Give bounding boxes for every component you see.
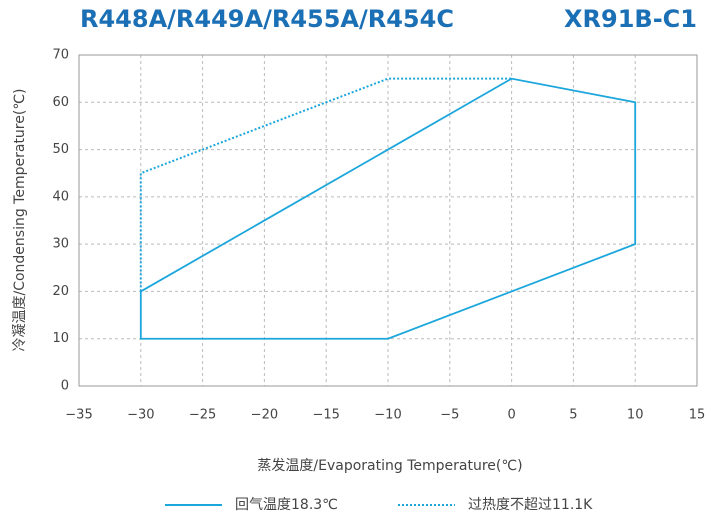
y-tick-label: 10 <box>52 331 69 346</box>
x-tick-label: −25 <box>189 408 216 423</box>
x-tick-label: 5 <box>569 408 577 423</box>
legend-label: 过热度不超过11.1K <box>468 497 593 513</box>
y-tick-label: 0 <box>61 379 69 394</box>
y-tick-label: 20 <box>52 284 69 299</box>
x-tick-label: −15 <box>312 408 339 423</box>
x-tick-label: −30 <box>127 408 154 423</box>
x-tick-label: −5 <box>440 408 459 423</box>
plot-frame <box>78 54 698 387</box>
x-tick-label: −20 <box>251 408 278 423</box>
y-tick-label: 40 <box>52 189 69 204</box>
x-tick-label: −35 <box>65 408 92 423</box>
x-tick-label: 0 <box>507 408 515 423</box>
y-tick-label: 70 <box>52 48 69 63</box>
chart-subtitle: XR91B-C1 <box>564 5 697 33</box>
x-tick-label: 10 <box>627 408 644 423</box>
series-line <box>139 77 637 340</box>
y-axis-label: 冷凝温度/Condensing Temperature(℃) <box>12 88 28 351</box>
series-line <box>139 77 512 292</box>
x-axis-label: 蒸发温度/Evaporating Temperature(℃) <box>257 458 522 474</box>
legend-label: 回气温度18.3℃ <box>235 497 338 513</box>
y-tick-label: 50 <box>52 142 69 157</box>
x-tick-label: −10 <box>374 408 401 423</box>
x-tick-label: 15 <box>689 408 706 423</box>
chart-title: R448A/R449A/R455A/R454C <box>80 5 454 33</box>
y-tick-label: 30 <box>52 237 69 252</box>
y-tick-label: 60 <box>52 95 69 110</box>
